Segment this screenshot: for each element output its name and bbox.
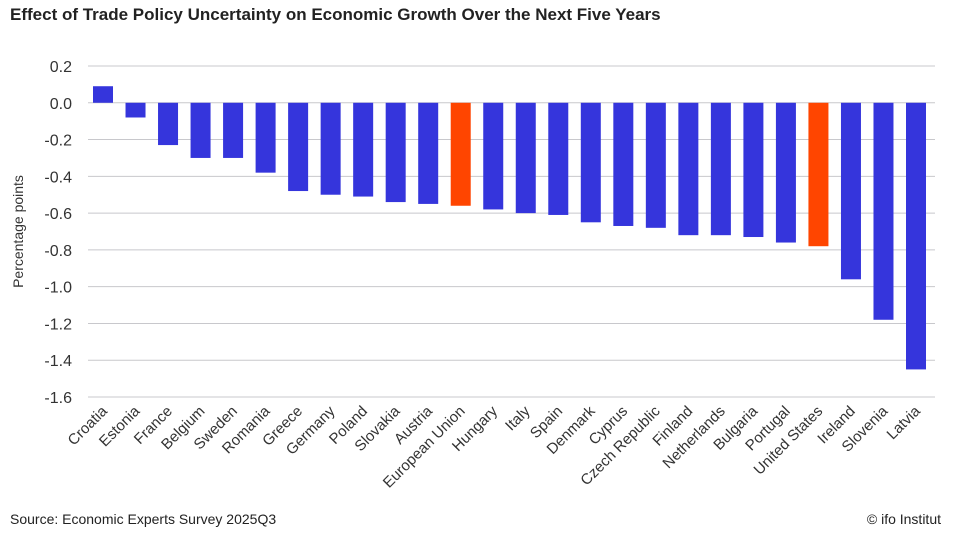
bar-greece — [288, 102, 309, 192]
y-tick-label: -0.8 — [44, 243, 72, 260]
bar-spain — [548, 102, 569, 215]
bar-hungary — [483, 102, 504, 210]
bar-sweden — [223, 102, 244, 158]
bar-denmark — [580, 102, 601, 223]
y-tick-label: -0.4 — [44, 169, 72, 186]
y-tick-label: -0.6 — [44, 206, 72, 223]
y-tick-label: -1.6 — [44, 390, 72, 407]
y-tick-label: -1.2 — [44, 316, 72, 333]
bar-belgium — [190, 102, 211, 158]
bar-cyprus — [613, 102, 634, 226]
bar-portugal — [775, 102, 796, 243]
chart-title: Effect of Trade Policy Uncertainty on Ec… — [10, 5, 661, 24]
bar-czech-republic — [645, 102, 666, 228]
bar-latvia — [906, 102, 926, 370]
bar-estonia — [125, 102, 146, 118]
y-tick-label: 0.2 — [50, 59, 72, 76]
bar-poland — [353, 102, 374, 197]
bar-romania — [255, 102, 276, 173]
bar-european-union — [450, 102, 471, 206]
x-tick-label: Latvia — [884, 402, 925, 443]
bar-france — [158, 102, 179, 146]
source-note: Source: Economic Experts Survey 2025Q3 — [10, 511, 277, 527]
y-axis-label: Percentage points — [10, 175, 26, 288]
y-tick-label: -0.2 — [44, 133, 72, 150]
bar-finland — [678, 102, 699, 236]
bar-italy — [515, 102, 536, 214]
bar-croatia — [93, 86, 113, 103]
y-tick-label: -1.4 — [44, 353, 72, 370]
bar-austria — [418, 102, 439, 204]
bar-germany — [320, 102, 341, 195]
y-tick-label: -1.0 — [44, 280, 72, 297]
bar-bulgaria — [743, 102, 764, 238]
bar-slovakia — [385, 102, 406, 203]
bar-ireland — [840, 102, 861, 280]
bar-slovenia — [873, 102, 894, 320]
bar-netherlands — [710, 102, 731, 236]
y-tick-label: 0.0 — [50, 96, 72, 113]
bar-united-states — [808, 102, 829, 247]
copyright-credit: © ifo Institut — [866, 511, 941, 527]
